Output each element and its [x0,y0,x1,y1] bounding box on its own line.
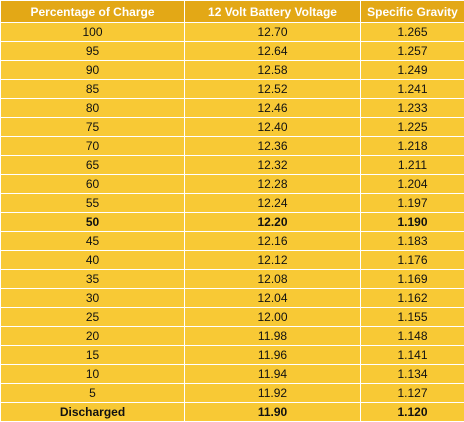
voltage-cell: 12.24 [185,194,361,213]
voltage-cell: 11.96 [185,346,361,365]
voltage-cell: 12.64 [185,42,361,61]
charge-cell: 35 [1,270,185,289]
gravity-cell: 1.225 [361,118,464,137]
gravity-cell: 1.211 [361,156,464,175]
gravity-cell: 1.183 [361,232,464,251]
charge-cell: Discharged [1,403,185,422]
gravity-cell: 1.197 [361,194,464,213]
voltage-cell: 12.32 [185,156,361,175]
charge-cell: 55 [1,194,185,213]
gravity-cell: 1.241 [361,80,464,99]
gravity-cell: 1.265 [361,23,464,42]
gravity-cell: 1.120 [361,403,464,422]
gravity-cell: 1.257 [361,42,464,61]
voltage-cell: 12.16 [185,232,361,251]
voltage-cell: 12.40 [185,118,361,137]
voltage-cell: 12.46 [185,99,361,118]
charge-cell: 85 [1,80,185,99]
gravity-cell: 1.249 [361,61,464,80]
charge-cell: 45 [1,232,185,251]
charge-cell: 60 [1,175,185,194]
charge-cell: 50 [1,213,185,232]
charge-cell: 20 [1,327,185,346]
voltage-cell: 12.52 [185,80,361,99]
gravity-cell: 1.141 [361,346,464,365]
voltage-cell: 12.12 [185,251,361,270]
header-row: Percentage of Charge 12 Volt Battery Vol… [1,1,464,23]
gravity-cell: 1.134 [361,365,464,384]
voltage-cell: 11.98 [185,327,361,346]
charge-cell: 30 [1,289,185,308]
gravity-cell: 1.155 [361,308,464,327]
voltage-cell: 12.00 [185,308,361,327]
gravity-cell: 1.218 [361,137,464,156]
gravity-cell: 1.162 [361,289,464,308]
charge-cell: 90 [1,61,185,80]
voltage-cell: 12.20 [185,213,361,232]
charge-cell: 95 [1,42,185,61]
charge-cell: 70 [1,137,185,156]
gravity-cell: 1.176 [361,251,464,270]
charge-cell: 25 [1,308,185,327]
charge-cell: 100 [1,23,185,42]
charge-cell: 80 [1,99,185,118]
header-percentage-of-charge: Percentage of Charge [1,1,185,23]
gravity-cell: 1.233 [361,99,464,118]
voltage-cell: 12.08 [185,270,361,289]
voltage-cell: 11.94 [185,365,361,384]
voltage-cell: 12.04 [185,289,361,308]
charge-cell: 10 [1,365,185,384]
charge-cell: 15 [1,346,185,365]
voltage-cell: 12.36 [185,137,361,156]
gravity-cell: 1.148 [361,327,464,346]
charge-cell: 65 [1,156,185,175]
voltage-cell: 11.90 [185,403,361,422]
header-battery-voltage: 12 Volt Battery Voltage [185,1,361,23]
gravity-cell: 1.204 [361,175,464,194]
charge-cell: 40 [1,251,185,270]
header-specific-gravity: Specific Gravity [361,1,464,23]
gravity-cell: 1.169 [361,270,464,289]
charge-cell: 75 [1,118,185,137]
gravity-cell: 1.190 [361,213,464,232]
table-header: Percentage of Charge 12 Volt Battery Vol… [1,1,464,23]
voltage-cell: 12.28 [185,175,361,194]
voltage-cell: 12.58 [185,61,361,80]
voltage-cell: 12.70 [185,23,361,42]
